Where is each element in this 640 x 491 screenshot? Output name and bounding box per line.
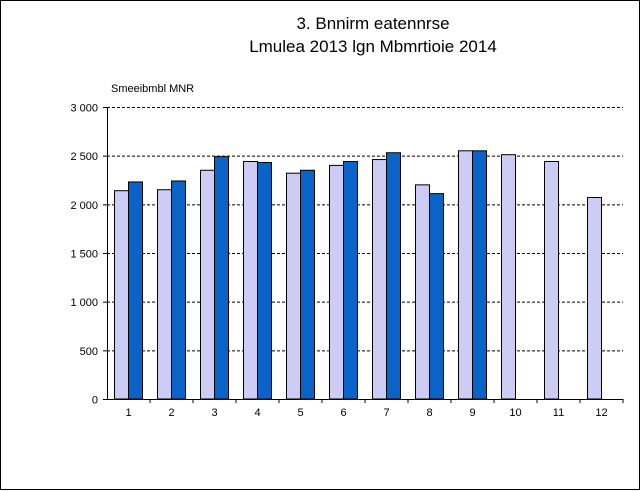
y-tick-label: 0 bbox=[92, 395, 98, 407]
x-tick-label: 2 bbox=[168, 407, 174, 419]
bar bbox=[501, 154, 516, 400]
bar bbox=[214, 156, 229, 400]
bar bbox=[286, 172, 301, 400]
bar bbox=[544, 161, 559, 400]
y-axis-unit-label: Smeeibmbl MNR bbox=[111, 83, 194, 95]
y-tick-label: 500 bbox=[80, 346, 98, 358]
x-tick-label: 3 bbox=[211, 407, 217, 419]
x-tick-label: 12 bbox=[595, 407, 607, 419]
x-tick-label: 11 bbox=[553, 407, 564, 419]
x-tick-label: 7 bbox=[383, 407, 389, 419]
y-tick-label: 2 000 bbox=[70, 200, 98, 212]
x-tick-label: 4 bbox=[254, 407, 260, 419]
bar bbox=[257, 161, 272, 400]
x-tick-label: 6 bbox=[340, 407, 346, 419]
x-tick-label: 1 bbox=[125, 407, 131, 419]
x-tick-label: 9 bbox=[469, 407, 475, 419]
y-tick-labels: 0 500 1 000 1 500 2 000 2 500 3 000 bbox=[70, 103, 98, 407]
bar bbox=[372, 159, 387, 400]
y-tick-label: 3 000 bbox=[70, 103, 98, 115]
x-tick-label: 5 bbox=[297, 407, 303, 419]
bar bbox=[128, 181, 143, 400]
bar bbox=[587, 197, 602, 400]
y-tick-label: 1 000 bbox=[70, 297, 98, 309]
bar bbox=[386, 152, 401, 400]
x-tick-label: 8 bbox=[426, 407, 432, 419]
bar bbox=[329, 164, 344, 400]
bar bbox=[415, 184, 430, 400]
bar bbox=[300, 169, 315, 400]
chart-title: 3. Bnnirm eatennrse bbox=[296, 14, 449, 33]
x-tick-label: 10 bbox=[509, 407, 521, 419]
bar bbox=[171, 180, 186, 400]
bar bbox=[200, 169, 215, 400]
bars bbox=[114, 150, 602, 400]
bar bbox=[157, 189, 172, 400]
chart-subtitle: Lmulea 2013 lgn Mbmrtioie 2014 bbox=[249, 37, 497, 56]
y-tick-label: 1 500 bbox=[70, 249, 98, 261]
y-tick-label: 2 500 bbox=[70, 151, 98, 163]
bar bbox=[472, 150, 487, 400]
gridlines bbox=[107, 107, 623, 352]
x-tick-labels: 1 2 3 4 5 6 7 8 9 10 11 12 bbox=[125, 407, 607, 419]
bar bbox=[343, 161, 358, 400]
bar bbox=[458, 150, 473, 400]
axes bbox=[103, 107, 624, 403]
bar bbox=[243, 161, 258, 400]
bar bbox=[429, 193, 444, 400]
bar bbox=[114, 190, 129, 400]
